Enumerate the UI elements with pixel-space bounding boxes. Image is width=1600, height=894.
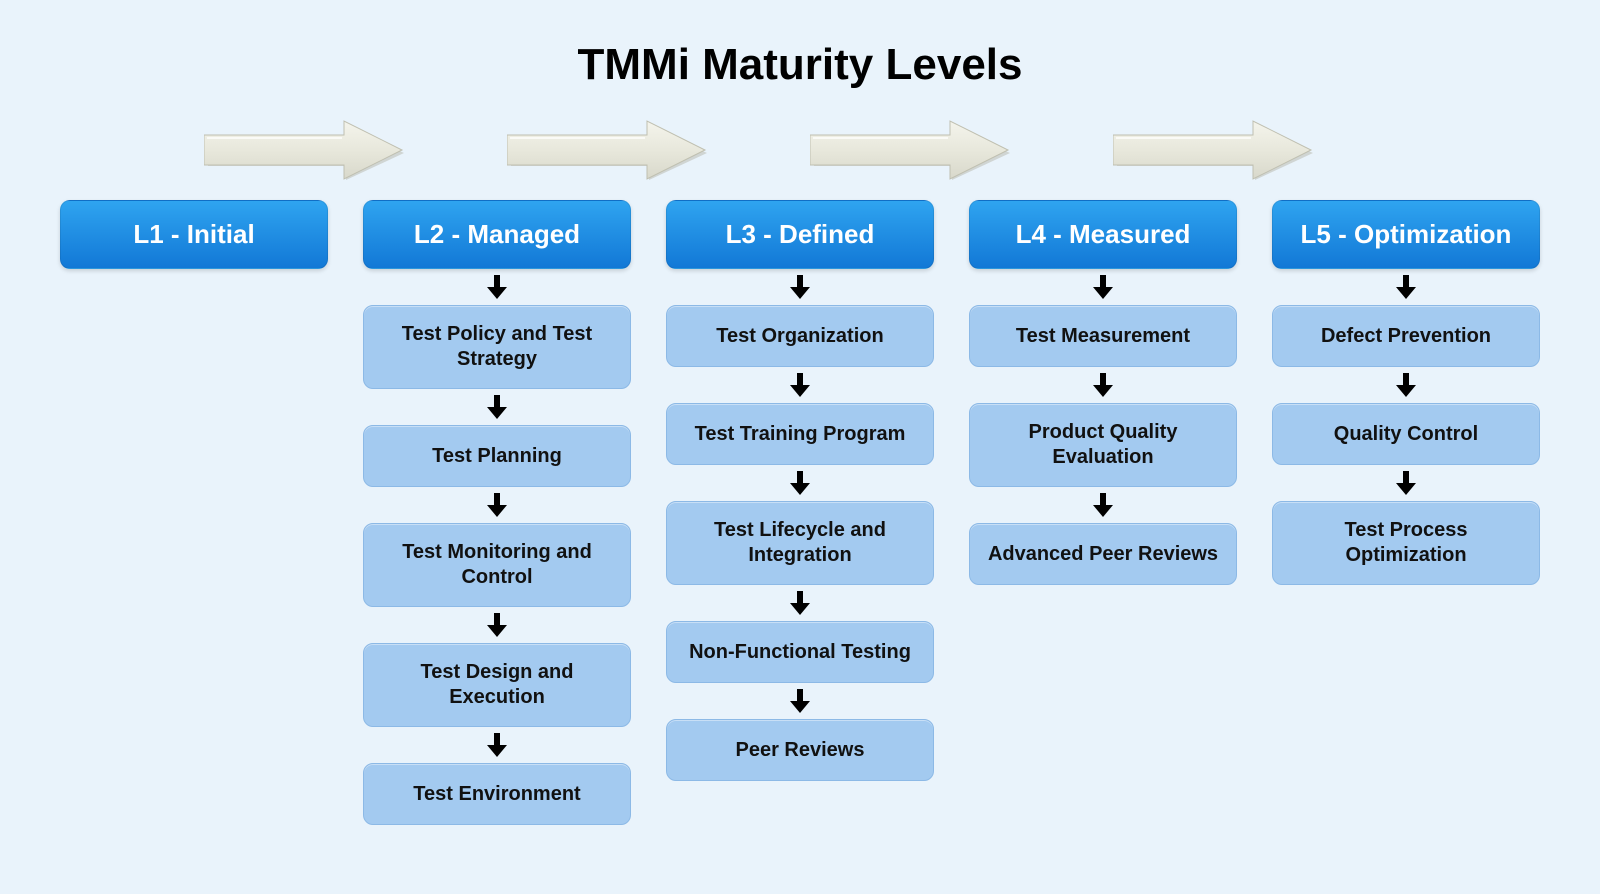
levels-columns: L1 - Initial L2 - Managed Test Policy an… xyxy=(30,200,1570,825)
down-arrow-icon xyxy=(1092,373,1114,397)
level-column-l5: L5 - Optimization Defect Prevention Qual… xyxy=(1272,200,1540,825)
level-header-l2: L2 - Managed xyxy=(363,200,631,269)
process-area-box: Test Organization xyxy=(666,305,934,367)
process-area-box: Test Process Optimization xyxy=(1272,501,1540,585)
level-header-l5: L5 - Optimization xyxy=(1272,200,1540,269)
down-arrow-icon xyxy=(789,591,811,615)
process-area-box: Test Design and Execution xyxy=(363,643,631,727)
down-arrow-icon xyxy=(789,689,811,713)
diagram-canvas: TMMi Maturity Levels xyxy=(0,0,1600,894)
level-column-l2: L2 - Managed Test Policy and Test Strate… xyxy=(363,200,631,825)
down-arrow-icon xyxy=(486,493,508,517)
process-area-box: Advanced Peer Reviews xyxy=(969,523,1237,585)
down-arrow-icon xyxy=(789,373,811,397)
process-area-box: Defect Prevention xyxy=(1272,305,1540,367)
down-arrow-icon xyxy=(486,275,508,299)
level-column-l4: L4 - Measured Test Measurement Product Q… xyxy=(969,200,1237,825)
process-area-box: Peer Reviews xyxy=(666,719,934,781)
down-arrow-icon xyxy=(1092,493,1114,517)
process-area-box: Test Monitoring and Control xyxy=(363,523,631,607)
process-area-box: Quality Control xyxy=(1272,403,1540,465)
progress-arrows-row xyxy=(30,115,1570,185)
down-arrow-icon xyxy=(1395,275,1417,299)
level-header-l4: L4 - Measured xyxy=(969,200,1237,269)
down-arrow-icon xyxy=(789,275,811,299)
down-arrow-icon xyxy=(789,471,811,495)
process-area-box: Test Measurement xyxy=(969,305,1237,367)
down-arrow-icon xyxy=(486,395,508,419)
process-area-box: Test Policy and Test Strategy xyxy=(363,305,631,389)
down-arrow-icon xyxy=(486,733,508,757)
down-arrow-icon xyxy=(1395,471,1417,495)
down-arrow-icon xyxy=(1395,373,1417,397)
process-area-box: Non-Functional Testing xyxy=(666,621,934,683)
diagram-title: TMMi Maturity Levels xyxy=(578,40,1023,90)
level-column-l3: L3 - Defined Test Organization Test Trai… xyxy=(666,200,934,825)
down-arrow-icon xyxy=(486,613,508,637)
process-area-box: Test Planning xyxy=(363,425,631,487)
level-header-l1: L1 - Initial xyxy=(60,200,328,269)
down-arrow-icon xyxy=(1092,275,1114,299)
process-area-box: Test Training Program xyxy=(666,403,934,465)
process-area-box: Test Environment xyxy=(363,763,631,825)
level-column-l1: L1 - Initial xyxy=(60,200,328,825)
process-area-box: Test Lifecycle and Integration xyxy=(666,501,934,585)
level-header-l3: L3 - Defined xyxy=(666,200,934,269)
process-area-box: Product Quality Evaluation xyxy=(969,403,1237,487)
